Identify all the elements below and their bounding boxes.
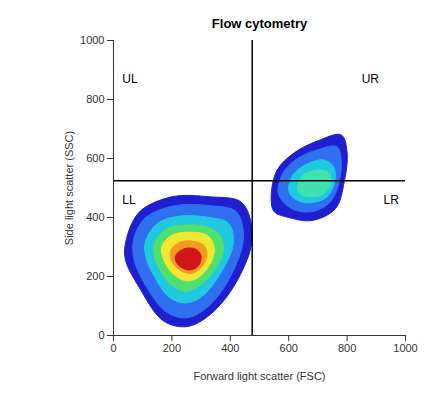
- svg-text:LL: LL: [122, 193, 136, 207]
- svg-text:400: 400: [86, 211, 104, 223]
- svg-text:800: 800: [86, 93, 104, 105]
- svg-text:200: 200: [86, 270, 104, 282]
- svg-text:LR: LR: [384, 193, 400, 207]
- svg-text:1000: 1000: [80, 34, 104, 46]
- svg-text:400: 400: [221, 342, 239, 354]
- svg-text:Forward light scatter (FSC): Forward light scatter (FSC): [193, 370, 325, 382]
- svg-text:UL: UL: [122, 72, 138, 86]
- svg-text:UR: UR: [362, 72, 380, 86]
- svg-text:600: 600: [86, 152, 104, 164]
- svg-text:Side light scatter (SSC): Side light scatter (SSC): [63, 131, 75, 245]
- svg-text:800: 800: [338, 342, 356, 354]
- svg-text:0: 0: [110, 342, 116, 354]
- svg-text:0: 0: [98, 329, 104, 341]
- svg-text:200: 200: [163, 342, 181, 354]
- svg-text:600: 600: [280, 342, 298, 354]
- svg-text:1000: 1000: [393, 342, 417, 354]
- svg-text:Flow cytometry: Flow cytometry: [212, 16, 308, 31]
